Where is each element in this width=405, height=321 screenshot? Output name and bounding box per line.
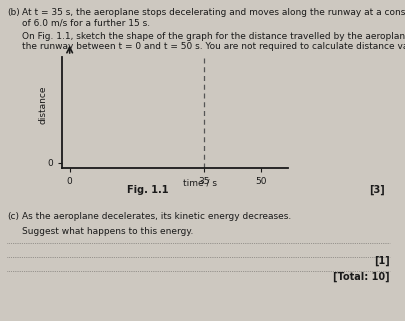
Text: distance: distance [38, 86, 47, 124]
Text: the runway between t = 0 and t = 50 s. You are not required to calculate distanc: the runway between t = 0 and t = 50 s. Y… [22, 42, 405, 51]
Text: of 6.0 m/s for a further 15 s.: of 6.0 m/s for a further 15 s. [22, 18, 150, 27]
Text: As the aeroplane decelerates, its kinetic energy decreases.: As the aeroplane decelerates, its kineti… [22, 212, 291, 221]
Text: At t = 35 s, the aeroplane stops decelerating and moves along the runway at a co: At t = 35 s, the aeroplane stops deceler… [22, 8, 405, 17]
Text: [3]: [3] [369, 185, 385, 195]
Text: [Total: 10]: [Total: 10] [333, 272, 390, 282]
Text: Suggest what happens to this energy.: Suggest what happens to this energy. [22, 227, 193, 236]
Text: (c): (c) [7, 212, 19, 221]
Text: [1]: [1] [374, 256, 390, 266]
Text: On Fig. 1.1, sketch the shape of the graph for the distance travelled by the aer: On Fig. 1.1, sketch the shape of the gra… [22, 32, 405, 41]
Text: (b): (b) [7, 8, 20, 17]
Text: Fig. 1.1: Fig. 1.1 [127, 185, 169, 195]
Text: time / s: time / s [183, 178, 217, 187]
